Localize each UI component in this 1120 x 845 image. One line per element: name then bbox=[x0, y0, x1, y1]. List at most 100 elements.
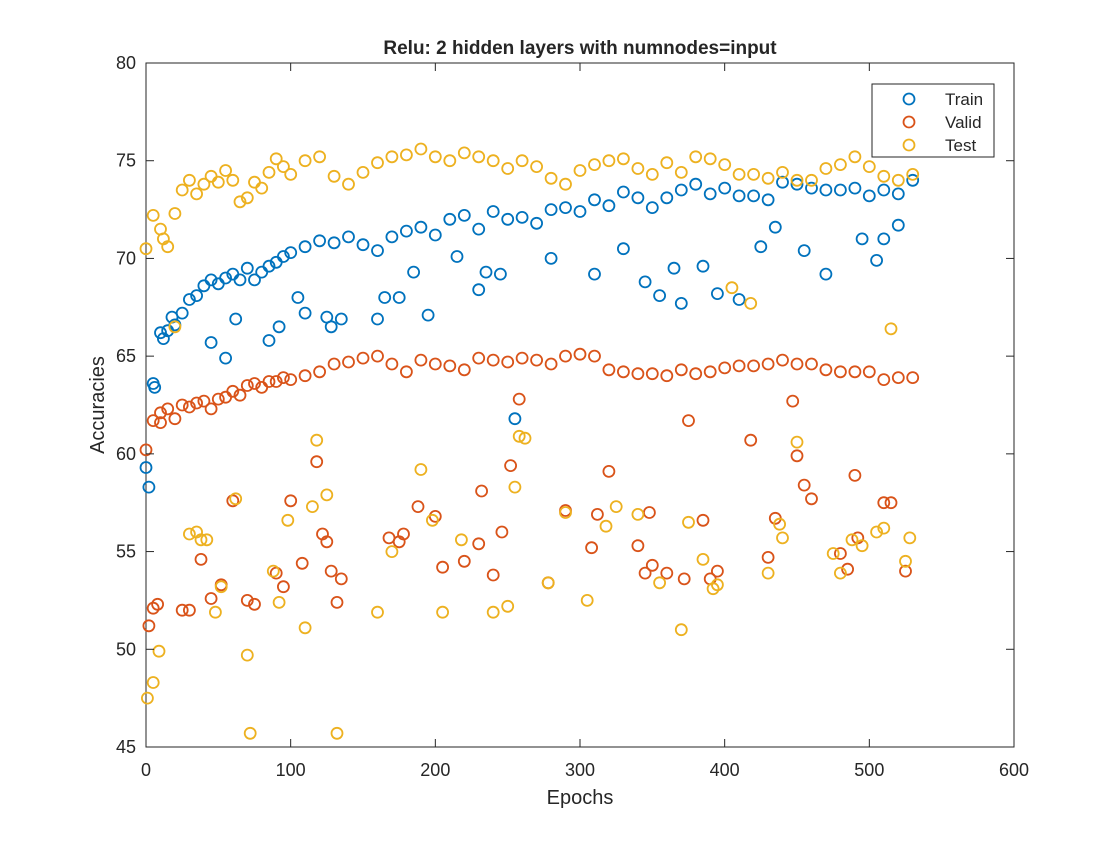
data-point bbox=[334, 572, 348, 586]
data-point bbox=[175, 603, 189, 617]
data-point bbox=[660, 369, 674, 383]
data-point bbox=[182, 603, 196, 617]
data-point bbox=[776, 531, 789, 545]
data-point bbox=[411, 500, 425, 514]
data-point bbox=[674, 363, 688, 377]
data-point bbox=[240, 594, 254, 607]
data-point bbox=[855, 539, 869, 553]
data-point bbox=[674, 183, 688, 197]
data-point bbox=[240, 191, 254, 205]
data-point bbox=[407, 265, 421, 279]
data-point bbox=[877, 183, 891, 197]
data-point bbox=[891, 218, 905, 232]
data-point bbox=[450, 250, 464, 263]
data-point bbox=[682, 414, 695, 428]
data-point bbox=[805, 492, 818, 506]
data-point bbox=[204, 273, 218, 287]
data-point bbox=[371, 605, 384, 619]
data-point bbox=[790, 173, 804, 187]
data-point bbox=[660, 566, 674, 580]
data-point bbox=[443, 212, 457, 226]
data-point bbox=[786, 394, 800, 408]
data-point bbox=[342, 230, 355, 244]
data-point bbox=[819, 162, 833, 175]
data-point bbox=[175, 398, 189, 412]
data-point bbox=[518, 431, 532, 445]
data-point bbox=[845, 533, 859, 547]
legend-box bbox=[871, 83, 995, 158]
data-point bbox=[334, 312, 348, 326]
data-point bbox=[151, 597, 165, 611]
data-point bbox=[454, 533, 468, 547]
data-point bbox=[190, 187, 204, 201]
legend-marker-test bbox=[902, 138, 916, 152]
data-point bbox=[472, 537, 486, 551]
data-point bbox=[472, 351, 486, 365]
data-point bbox=[385, 230, 399, 244]
x-tick-label: 300 bbox=[565, 760, 595, 780]
data-point bbox=[805, 357, 818, 371]
data-point bbox=[146, 208, 160, 222]
x-tick-label: 400 bbox=[710, 760, 740, 780]
data-point bbox=[877, 232, 891, 246]
data-point bbox=[298, 154, 312, 168]
data-point bbox=[790, 357, 804, 371]
data-point bbox=[674, 623, 688, 637]
data-point bbox=[475, 484, 489, 498]
data-point bbox=[272, 320, 286, 334]
data-point bbox=[826, 547, 840, 560]
data-point bbox=[725, 281, 739, 295]
data-point bbox=[486, 605, 500, 619]
data-point bbox=[602, 464, 616, 478]
data-point bbox=[599, 519, 613, 533]
data-point bbox=[862, 160, 876, 174]
data-point bbox=[428, 228, 442, 242]
data-point bbox=[266, 564, 280, 578]
data-point bbox=[219, 351, 233, 365]
data-point bbox=[790, 177, 804, 191]
data-point bbox=[414, 220, 428, 234]
data-point bbox=[298, 240, 312, 254]
data-point bbox=[508, 480, 522, 494]
data-point bbox=[240, 261, 254, 275]
data-point bbox=[877, 373, 891, 387]
data-point bbox=[855, 232, 869, 246]
data-point bbox=[797, 244, 811, 258]
data-point bbox=[588, 267, 601, 281]
data-point bbox=[819, 267, 833, 281]
data-point bbox=[414, 463, 428, 476]
data-point bbox=[696, 553, 710, 566]
data-point bbox=[226, 494, 240, 508]
data-point bbox=[501, 355, 515, 369]
data-point bbox=[790, 435, 804, 449]
data-point bbox=[530, 160, 543, 174]
data-point bbox=[211, 392, 225, 406]
data-point bbox=[197, 394, 211, 408]
data-point bbox=[732, 189, 746, 203]
plot-area bbox=[145, 62, 1015, 748]
data-point bbox=[645, 367, 659, 381]
data-point bbox=[208, 605, 222, 619]
data-point bbox=[761, 551, 775, 564]
data-point bbox=[585, 541, 598, 555]
data-point bbox=[870, 253, 883, 267]
data-point bbox=[276, 580, 290, 594]
data-point bbox=[284, 246, 298, 260]
data-point bbox=[559, 506, 572, 519]
data-point bbox=[436, 560, 450, 574]
data-point bbox=[298, 621, 312, 635]
data-point bbox=[269, 152, 283, 166]
data-point bbox=[204, 402, 218, 416]
data-point bbox=[233, 273, 247, 287]
data-point bbox=[214, 580, 228, 594]
data-point bbox=[515, 210, 529, 224]
data-point bbox=[154, 406, 167, 420]
data-point bbox=[602, 154, 616, 168]
data-point bbox=[711, 564, 724, 578]
data-point bbox=[190, 396, 204, 410]
data-point bbox=[703, 365, 717, 379]
data-point bbox=[272, 596, 286, 609]
data-point bbox=[776, 353, 789, 367]
data-point bbox=[580, 594, 594, 607]
data-point bbox=[356, 351, 370, 365]
